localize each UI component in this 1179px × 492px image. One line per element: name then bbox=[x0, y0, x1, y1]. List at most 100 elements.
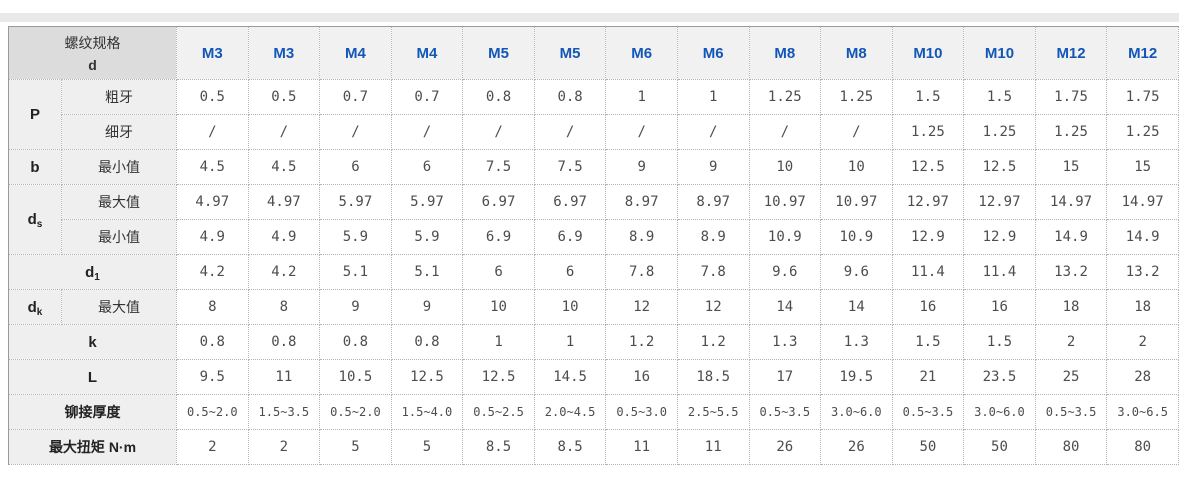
data-cell: 21 bbox=[891, 359, 965, 395]
data-cell: 80 bbox=[1106, 429, 1179, 465]
data-cell: / bbox=[176, 114, 249, 150]
data-cell: 25 bbox=[1034, 359, 1108, 395]
data-cell: 1.25 bbox=[748, 79, 822, 115]
data-cell: 4.9 bbox=[176, 219, 249, 255]
table-body: P 粗牙 0.5 0.5 0.7 0.7 0.8 0.8 1 1 1.25 1.25 1.5 1.5 1.7… bbox=[8, 79, 1179, 465]
data-cell: 0.5~3.0 bbox=[605, 394, 678, 430]
data-cell: 12.97 bbox=[891, 184, 965, 220]
data-cell: 6.9 bbox=[462, 219, 535, 255]
data-cell: 0.7 bbox=[319, 79, 392, 115]
data-cell: 0.5~2.0 bbox=[176, 394, 249, 430]
data-cell: 18.5 bbox=[676, 359, 750, 395]
data-cell: / bbox=[533, 114, 607, 150]
data-cell: 10 bbox=[462, 289, 535, 325]
data-cell: 1.2 bbox=[605, 324, 678, 360]
data-cell: 1.3 bbox=[820, 324, 893, 360]
table-row: b 最小值 4.5 4.5 6 6 7.5 7.5 9 9 10 10 12.5 12.5 15 15 bbox=[8, 149, 1179, 185]
data-cell: / bbox=[820, 114, 893, 150]
data-cell: 7.5 bbox=[462, 149, 535, 185]
data-cell: 1.5~4.0 bbox=[390, 394, 464, 430]
column-header: M3 bbox=[176, 26, 249, 80]
data-cell: 5 bbox=[390, 429, 464, 465]
data-cell: 2 bbox=[1106, 324, 1179, 360]
data-cell: 3.0~6.0 bbox=[820, 394, 893, 430]
data-cell: 15 bbox=[1034, 149, 1108, 185]
data-cell: 4.5 bbox=[247, 149, 321, 185]
row-group-subscript: k bbox=[36, 306, 43, 318]
data-cell: 11 bbox=[247, 359, 321, 395]
data-cell: 0.5~3.5 bbox=[891, 394, 965, 430]
data-cell: 1.25 bbox=[891, 114, 965, 150]
data-cell: 0.8 bbox=[176, 324, 249, 360]
data-cell: 26 bbox=[820, 429, 893, 465]
row-group-header: L bbox=[8, 359, 177, 395]
data-cell: 6 bbox=[319, 149, 392, 185]
table-row: L 9.5 11 10.5 12.5 12.5 14.5 16 18.5 17 19.5 21 23.5… bbox=[8, 359, 1179, 395]
data-cell: 0.8 bbox=[247, 324, 321, 360]
data-cell: 1.75 bbox=[1106, 79, 1179, 115]
data-cell: 1.25 bbox=[1106, 114, 1179, 150]
data-cell: 0.5~3.5 bbox=[1034, 394, 1108, 430]
data-cell: 6.97 bbox=[533, 184, 607, 220]
row-group-header: k bbox=[8, 324, 177, 360]
data-cell: 11 bbox=[605, 429, 678, 465]
data-cell: 19.5 bbox=[820, 359, 893, 395]
data-cell: 16 bbox=[605, 359, 678, 395]
data-cell: 5.1 bbox=[390, 254, 464, 290]
row-sub-header: 最小值 bbox=[61, 149, 177, 185]
data-cell: 9.6 bbox=[820, 254, 893, 290]
table-row: 最大扭矩 N·m 2 2 5 5 8.5 8.5 11 11 26 26 50 50 80 80 bbox=[8, 429, 1179, 465]
data-cell: / bbox=[319, 114, 392, 150]
data-cell: 14.97 bbox=[1034, 184, 1108, 220]
row-group-header: 最大扭矩 N·m bbox=[8, 429, 177, 465]
data-cell: 7.8 bbox=[605, 254, 678, 290]
data-cell: 10.97 bbox=[748, 184, 822, 220]
data-cell: 6 bbox=[462, 254, 535, 290]
data-cell: 8 bbox=[176, 289, 249, 325]
column-header: M6 bbox=[605, 26, 678, 80]
data-cell: 1 bbox=[462, 324, 535, 360]
row-sub-header: 粗牙 bbox=[61, 79, 177, 115]
data-cell: 5.1 bbox=[319, 254, 392, 290]
data-cell: 0.8 bbox=[390, 324, 464, 360]
data-cell: 12.5 bbox=[462, 359, 535, 395]
data-cell: 6 bbox=[390, 149, 464, 185]
data-cell: 4.2 bbox=[176, 254, 249, 290]
column-header: M10 bbox=[891, 26, 965, 80]
data-cell: 12 bbox=[605, 289, 678, 325]
column-header: M4 bbox=[390, 26, 464, 80]
data-cell: 50 bbox=[963, 429, 1036, 465]
data-cell: 14.5 bbox=[533, 359, 607, 395]
column-header: M8 bbox=[748, 26, 822, 80]
data-cell: 28 bbox=[1106, 359, 1179, 395]
data-cell: 10 bbox=[820, 149, 893, 185]
data-cell: / bbox=[247, 114, 321, 150]
data-cell: 14 bbox=[820, 289, 893, 325]
table-row: k 0.8 0.8 0.8 0.8 1 1 1.2 1.2 1.3 1.3 1.5 1.5 2 2 bbox=[8, 324, 1179, 360]
data-cell: 9 bbox=[676, 149, 750, 185]
data-cell: 8.97 bbox=[676, 184, 750, 220]
data-cell: / bbox=[676, 114, 750, 150]
top-divider-bar bbox=[0, 13, 1179, 22]
data-cell: 4.2 bbox=[247, 254, 321, 290]
data-cell: 4.97 bbox=[247, 184, 321, 220]
row-sub-header: 最大值 bbox=[61, 289, 177, 325]
data-cell: 14 bbox=[748, 289, 822, 325]
table-row: P 粗牙 0.5 0.5 0.7 0.7 0.8 0.8 1 1 1.25 1.25 1.5 1.5 1.7… bbox=[8, 79, 1179, 150]
data-cell: 8.9 bbox=[676, 219, 750, 255]
data-cell: 2.0~4.5 bbox=[533, 394, 607, 430]
data-cell: 12.9 bbox=[963, 219, 1036, 255]
data-cell: 10 bbox=[533, 289, 607, 325]
data-cell: 80 bbox=[1034, 429, 1108, 465]
column-header: M12 bbox=[1106, 26, 1179, 80]
column-header: M5 bbox=[462, 26, 535, 80]
data-cell: 23.5 bbox=[963, 359, 1036, 395]
data-cell: 1.25 bbox=[820, 79, 893, 115]
data-cell: 7.8 bbox=[676, 254, 750, 290]
table-row: dk 最大值 8 8 9 9 10 10 12 12 14 14 16 16 18 18 bbox=[8, 289, 1179, 325]
data-cell: 1.5~3.5 bbox=[247, 394, 321, 430]
data-cell: 1.5 bbox=[891, 79, 965, 115]
table-row: ds 最大值 4.97 4.97 5.97 5.97 6.97 6.97 8.97 8.97 10.… bbox=[8, 184, 1179, 255]
data-cell: 10.9 bbox=[748, 219, 822, 255]
